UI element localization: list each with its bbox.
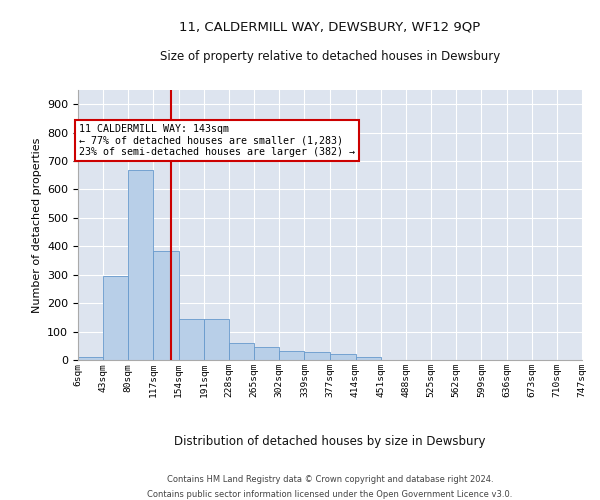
Bar xyxy=(179,319,204,360)
Bar xyxy=(254,346,280,360)
Bar xyxy=(204,320,229,360)
Bar xyxy=(78,357,103,360)
Bar xyxy=(103,276,128,360)
Bar xyxy=(128,170,154,360)
Text: Size of property relative to detached houses in Dewsbury: Size of property relative to detached ho… xyxy=(160,50,500,63)
Text: Contains public sector information licensed under the Open Government Licence v3: Contains public sector information licen… xyxy=(148,490,512,499)
Text: Distribution of detached houses by size in Dewsbury: Distribution of detached houses by size … xyxy=(174,435,486,448)
Text: 11 CALDERMILL WAY: 143sqm
← 77% of detached houses are smaller (1,283)
23% of se: 11 CALDERMILL WAY: 143sqm ← 77% of detac… xyxy=(79,124,355,158)
Bar xyxy=(229,343,254,360)
Bar xyxy=(331,354,356,360)
Bar xyxy=(280,352,304,360)
Bar xyxy=(356,357,380,360)
Text: 11, CALDERMILL WAY, DEWSBURY, WF12 9QP: 11, CALDERMILL WAY, DEWSBURY, WF12 9QP xyxy=(179,20,481,33)
Text: Contains HM Land Registry data © Crown copyright and database right 2024.: Contains HM Land Registry data © Crown c… xyxy=(167,475,493,484)
Y-axis label: Number of detached properties: Number of detached properties xyxy=(32,138,41,312)
Bar xyxy=(304,352,329,360)
Bar xyxy=(154,250,179,360)
